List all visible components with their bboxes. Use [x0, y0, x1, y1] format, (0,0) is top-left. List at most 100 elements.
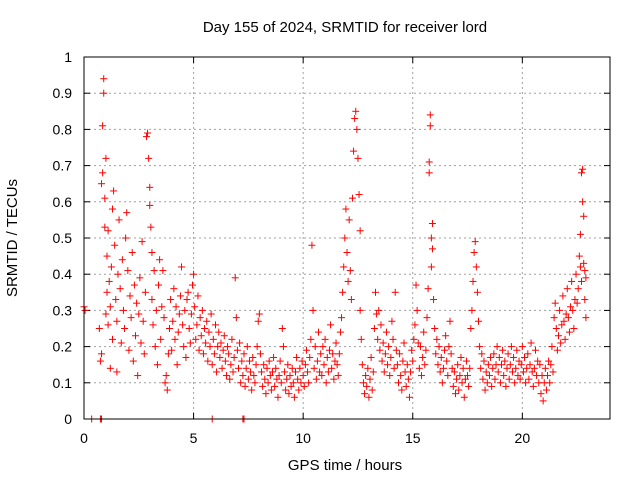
data-point [367, 353, 375, 361]
data-point [390, 364, 398, 372]
data-point [160, 314, 168, 322]
data-point [224, 343, 232, 351]
data-point [142, 133, 150, 141]
data-point [528, 368, 536, 376]
data-point [161, 379, 169, 387]
data-point [552, 325, 560, 332]
data-point [312, 375, 320, 383]
data-point [203, 317, 211, 325]
data-point [321, 335, 329, 343]
data-point [238, 357, 246, 365]
data-point [420, 328, 428, 336]
data-point [381, 350, 389, 358]
data-point [551, 299, 559, 307]
x-tick-label: 15 [405, 430, 421, 446]
data-point [521, 353, 529, 361]
data-point [565, 328, 573, 336]
data-point [194, 292, 202, 300]
data-point [101, 194, 109, 202]
data-point [258, 368, 266, 376]
data-point [324, 368, 332, 376]
data-point [457, 353, 465, 361]
grid-lines [84, 57, 610, 419]
data-point [501, 357, 509, 365]
data-point [103, 288, 111, 296]
data-point [141, 288, 149, 296]
data-point [253, 343, 261, 351]
data-point [351, 115, 359, 123]
data-point [307, 335, 315, 343]
data-point [389, 335, 397, 343]
data-point [342, 205, 350, 213]
data-point [489, 364, 497, 372]
data-point [127, 314, 135, 322]
data-point [541, 364, 549, 372]
data-point [477, 364, 485, 372]
data-point [305, 379, 313, 387]
data-point [579, 198, 587, 206]
data-point [183, 296, 191, 304]
data-point [443, 357, 451, 365]
data-point [498, 361, 506, 369]
data-point [213, 368, 221, 376]
data-point [462, 357, 470, 365]
data-point [494, 368, 502, 376]
data-point [355, 191, 363, 199]
data-point [473, 288, 481, 296]
y-tick-label: 0.7 [53, 158, 73, 174]
data-point [130, 281, 138, 289]
data-point [290, 393, 298, 401]
data-point [461, 375, 469, 383]
data-point [384, 361, 392, 369]
data-point [572, 270, 580, 278]
data-point [377, 321, 385, 329]
data-point [466, 364, 474, 372]
y-tick-label: 0.9 [53, 85, 73, 101]
data-point [124, 267, 132, 275]
data-point [301, 361, 309, 369]
data-point [447, 350, 455, 358]
data-point [313, 357, 321, 365]
data-point [299, 372, 307, 380]
data-point [147, 223, 155, 231]
data-point [549, 368, 557, 376]
data-point [564, 314, 572, 322]
data-point [242, 364, 250, 372]
data-point [484, 361, 492, 369]
data-point [421, 361, 429, 369]
data-point [98, 180, 106, 188]
data-point [579, 165, 587, 173]
data-point [113, 368, 121, 376]
data-point [222, 372, 230, 380]
data-point [407, 368, 415, 376]
data-point [283, 375, 291, 383]
data-point [281, 368, 289, 376]
data-point [451, 390, 459, 398]
data-point [362, 372, 370, 380]
data-point [330, 375, 338, 383]
data-point [559, 292, 567, 300]
data-point [259, 382, 267, 390]
data-point [102, 154, 110, 162]
data-point [96, 357, 104, 365]
data-point [108, 335, 116, 343]
data-point [557, 339, 565, 347]
data-point [508, 368, 516, 376]
data-point [111, 241, 119, 249]
data-point [110, 187, 118, 195]
data-point [227, 361, 235, 369]
data-point [249, 353, 257, 361]
data-point [289, 379, 297, 387]
data-point [424, 285, 432, 293]
data-point [256, 350, 264, 358]
data-point [99, 169, 107, 177]
data-point [545, 357, 553, 365]
data-point [252, 361, 260, 369]
data-point [363, 382, 371, 390]
data-point [319, 343, 327, 351]
data-point [449, 382, 457, 390]
data-point [411, 321, 419, 329]
data-point [148, 248, 156, 256]
data-point [441, 346, 449, 354]
data-point [220, 332, 228, 340]
